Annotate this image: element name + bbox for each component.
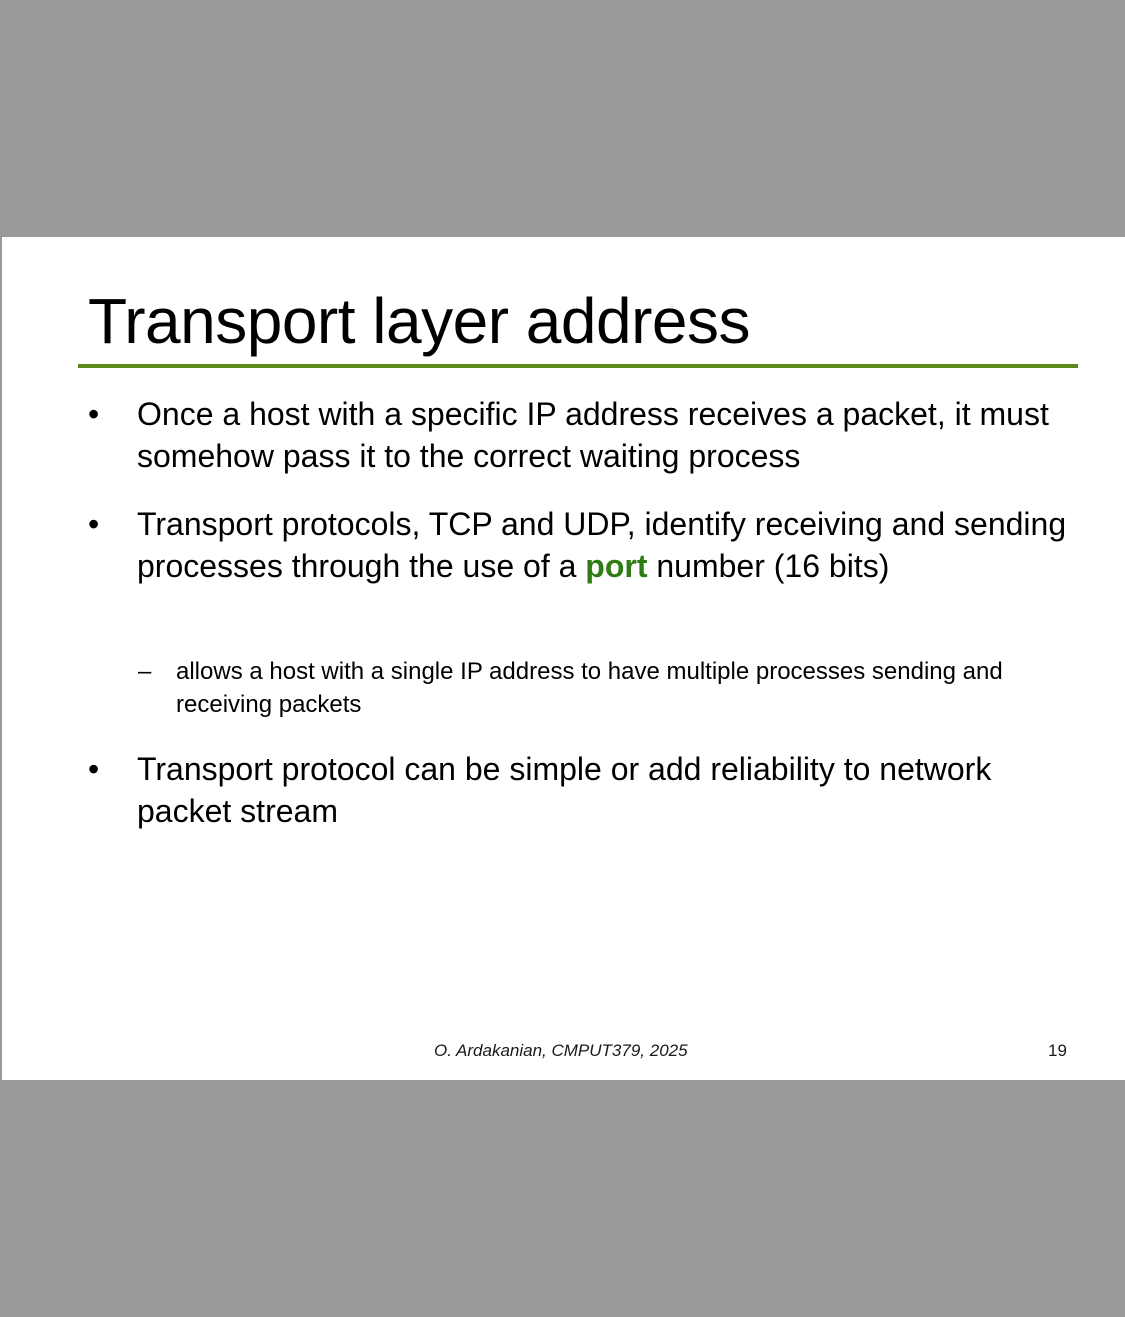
- page-number: 19: [1048, 1041, 1067, 1060]
- bullet-text: Once a host with a specific IP address r…: [137, 396, 1049, 474]
- bullet-text: Transport protocol can be simple or add …: [137, 751, 992, 829]
- slide-title: Transport layer address: [88, 285, 750, 357]
- highlight-term: port: [585, 548, 648, 584]
- slide-page: Transport layer address • Once a host wi…: [2, 237, 1125, 1080]
- bullet-marker: •: [88, 506, 100, 542]
- bullet-marker: •: [88, 751, 100, 787]
- bullet-text: Transport protocols, TCP and UDP, identi…: [137, 503, 1077, 587]
- bullet-marker: •: [88, 396, 100, 432]
- sub-bullet-marker: –: [138, 658, 152, 685]
- title-underline: [78, 364, 1078, 368]
- sub-bullet-text: allows a host with a single IP address t…: [176, 658, 1003, 718]
- bullet-text-after: number (16 bits): [647, 548, 890, 584]
- footer-credit: O. Ardakanian, CMPUT379, 2025: [434, 1041, 688, 1060]
- bullet-text-before: Transport protocols, TCP and UDP, identi…: [137, 506, 1067, 584]
